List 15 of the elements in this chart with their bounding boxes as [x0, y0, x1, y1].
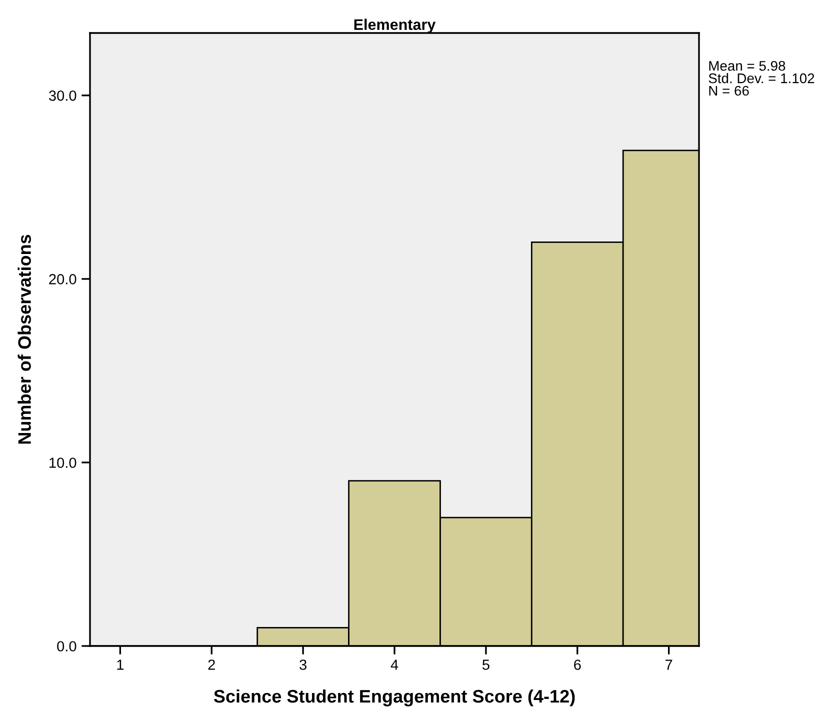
x-axis-title: Science Student Engagement Score (4-12)	[214, 689, 575, 706]
y-tick-label: 10.0	[50, 458, 76, 468]
y-tick-label: 0.0	[57, 641, 76, 652]
x-tick-label: 7	[666, 660, 672, 670]
x-tick-label: 6	[574, 660, 581, 670]
x-tick-label: 1	[117, 660, 124, 670]
chart-title: Elementary	[354, 18, 436, 33]
y-axis-title: Number of Observations	[18, 234, 31, 444]
x-tick-label: 5	[482, 660, 490, 670]
x-tick-label: 4	[390, 660, 398, 670]
x-tick-label: 2	[208, 660, 215, 670]
y-tick-label: 20.0	[49, 274, 76, 284]
x-tick-label: 3	[300, 660, 306, 670]
text: Mean = 5.98 Std. Dev. = 1.102 N = 66	[708, 60, 814, 96]
y-tick-label: 30.0	[48, 90, 76, 101]
